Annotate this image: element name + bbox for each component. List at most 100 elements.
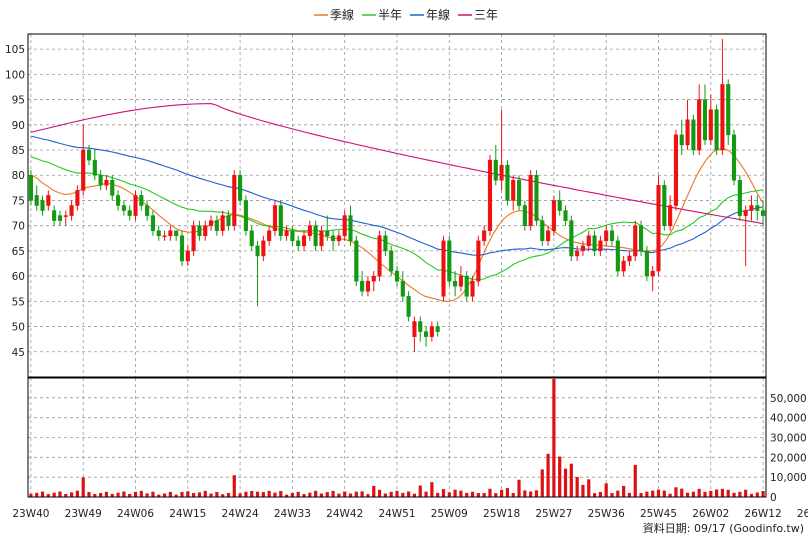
- x-tick-label: 24W15: [169, 508, 206, 520]
- volume-bar: [40, 491, 45, 497]
- candle-body: [499, 164, 504, 181]
- volume-bar: [592, 493, 597, 497]
- volume-bar: [645, 491, 649, 497]
- candle-body: [755, 205, 760, 211]
- candle-body: [156, 230, 161, 237]
- volume-bar: [651, 490, 655, 497]
- volume-bar: [430, 482, 434, 497]
- candle-body: [220, 215, 225, 231]
- candle-body: [319, 230, 324, 247]
- price-axis: 45 50 55 60 65 70 75 80 85 90 95 100 105: [5, 44, 25, 359]
- candle-body: [487, 159, 493, 231]
- volume-bar: [267, 490, 271, 497]
- x-tick-label: 25W27: [535, 508, 572, 520]
- candle-body: [139, 195, 144, 206]
- volume-bar: [447, 492, 451, 497]
- volume-bar: [674, 487, 678, 497]
- volume-bar: [610, 493, 614, 497]
- candle-body: [557, 200, 562, 211]
- volume-bar: [354, 491, 358, 497]
- candle-body: [447, 240, 452, 282]
- volume-bar: [558, 456, 562, 497]
- volume-bar: [64, 493, 68, 497]
- price-frame: [27, 33, 767, 378]
- volume-bar: [401, 492, 405, 497]
- volume-bar: [261, 492, 265, 497]
- x-tick-label: 23W40: [12, 508, 49, 520]
- candle-body: [639, 225, 644, 252]
- volume-bar: [418, 485, 422, 497]
- volume-bar: [587, 479, 591, 497]
- volume-bar: [99, 493, 103, 497]
- candle-body: [86, 149, 92, 161]
- volume-bar: [732, 492, 736, 497]
- candle-body: [749, 205, 754, 211]
- volume-bar: [314, 490, 318, 497]
- candle-body: [534, 174, 539, 221]
- candle-body: [191, 225, 196, 252]
- candle-body: [528, 174, 533, 226]
- price-tick-label: 45: [12, 347, 25, 359]
- volume-bar: [581, 484, 585, 497]
- candle-body: [505, 164, 510, 201]
- volume-bar: [238, 493, 242, 497]
- volume-bar: [360, 491, 364, 497]
- candle-body: [342, 215, 347, 237]
- volume-bar: [75, 490, 79, 497]
- candle-body: [482, 230, 487, 242]
- candle-body: [203, 225, 208, 237]
- volume-tick-label: 20,000: [770, 452, 807, 464]
- candle-body: [75, 190, 80, 206]
- candle-body: [424, 331, 429, 337]
- candle-body: [331, 235, 336, 242]
- volume-bar: [383, 493, 387, 497]
- legend-label: 季線: [330, 7, 354, 22]
- volume-bar: [697, 488, 701, 497]
- volume-bar: [482, 493, 486, 497]
- volume-frame: [27, 377, 767, 498]
- price-tick-label: 70: [12, 221, 25, 233]
- candle-body: [104, 180, 109, 186]
- volume-bar: [662, 490, 666, 497]
- volume-bar: [563, 468, 568, 497]
- volume-bar: [93, 493, 97, 497]
- candle-body: [389, 250, 394, 272]
- volume-bar: [116, 492, 120, 497]
- x-tick-label: 24W24: [222, 508, 259, 520]
- price-tick-label: 50: [12, 322, 25, 334]
- volume-tick-label: 10,000: [770, 472, 807, 484]
- three-year-ma-line: [30, 103, 764, 225]
- price-grid: [28, 34, 766, 377]
- volume-bar: [197, 492, 202, 497]
- candle-body: [656, 185, 661, 272]
- candle-body: [563, 210, 568, 221]
- volume-bar: [569, 463, 573, 497]
- candle-body: [313, 225, 318, 247]
- price-tick-label: 75: [12, 195, 25, 207]
- price-tick-label: 95: [12, 95, 25, 107]
- volume-bar: [87, 491, 91, 497]
- price-tick-label: 85: [12, 145, 25, 157]
- candle-body: [575, 250, 580, 257]
- candle-body: [400, 280, 405, 297]
- volume-bar: [139, 490, 143, 497]
- candle-body: [284, 230, 289, 237]
- volume-bar: [656, 489, 661, 497]
- volume-bar: [284, 494, 289, 497]
- volume-tick-label: 0: [770, 492, 777, 504]
- candle-body: [69, 205, 74, 216]
- volume-bar: [523, 490, 527, 497]
- volume-bar: [203, 490, 207, 497]
- legend-label: 三年: [474, 8, 498, 22]
- candle-body: [702, 99, 708, 141]
- price-tick-label: 105: [5, 44, 25, 56]
- volume-bar: [703, 491, 707, 497]
- candle-body: [197, 225, 202, 237]
- volume-bar: [279, 491, 283, 497]
- candle-body: [714, 109, 719, 151]
- candle-body: [336, 235, 341, 242]
- candle-body: [34, 195, 39, 206]
- volume-bar: [412, 493, 417, 497]
- candle-body: [232, 174, 237, 226]
- candle-body: [662, 185, 667, 226]
